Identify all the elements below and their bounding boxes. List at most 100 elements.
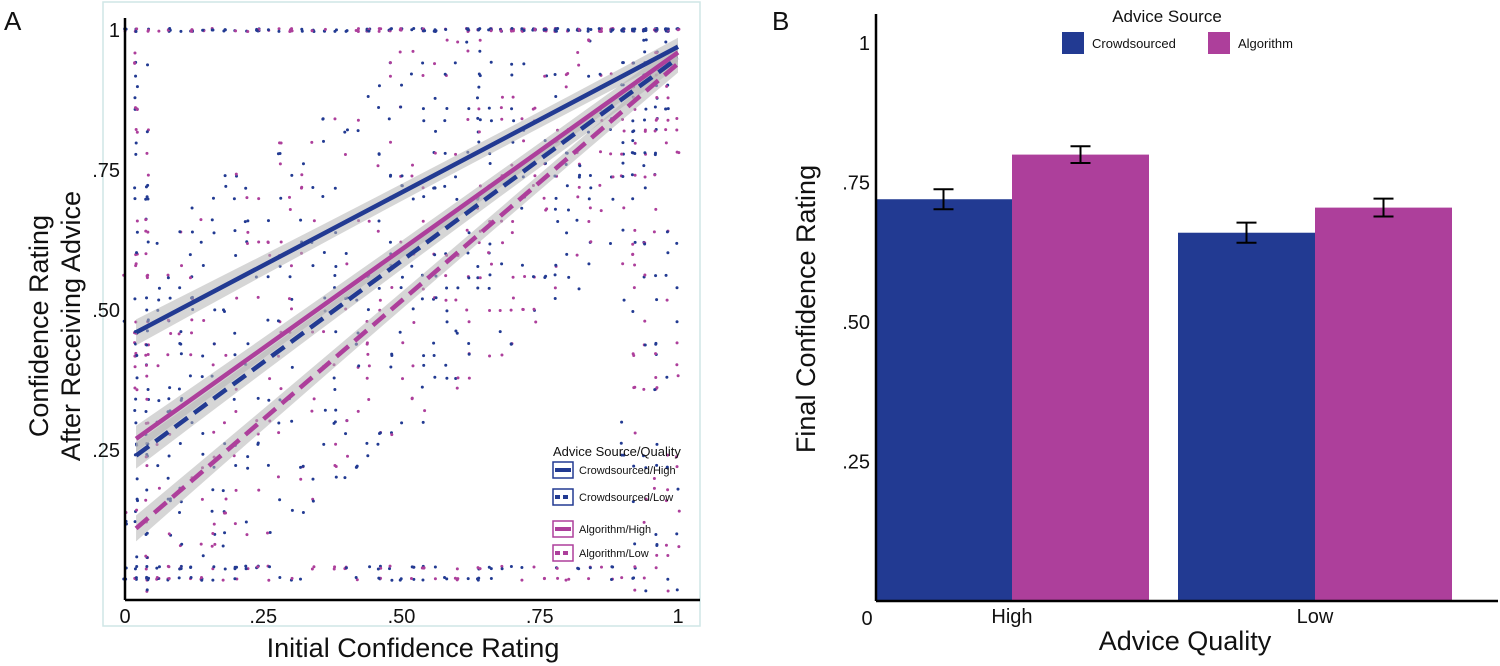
data-point [224, 511, 228, 515]
data-point [633, 385, 637, 389]
data-point [178, 511, 182, 515]
data-point [376, 567, 380, 571]
data-point [620, 420, 624, 424]
data-point [366, 352, 370, 356]
data-point [146, 352, 150, 356]
data-point [654, 274, 658, 278]
data-point [300, 173, 304, 177]
data-point [564, 73, 568, 77]
data-point [443, 184, 447, 188]
data-point [287, 195, 291, 199]
data-point [565, 231, 569, 235]
data-point [376, 229, 380, 233]
data-point [199, 575, 203, 579]
x-tick-label: .25 [249, 606, 277, 628]
data-point [356, 409, 360, 413]
data-point [157, 565, 161, 569]
data-point [409, 576, 413, 580]
data-point [312, 219, 316, 223]
data-point [233, 522, 237, 526]
x-tick-labels: High Low [991, 606, 1333, 628]
data-point [178, 230, 182, 234]
data-point [642, 576, 646, 580]
data-point [224, 497, 228, 501]
data-point [411, 197, 415, 201]
data-point [400, 275, 404, 279]
data-point [266, 219, 270, 223]
data-point [444, 363, 448, 367]
data-point [135, 85, 139, 89]
data-point [522, 139, 526, 143]
data-point [454, 175, 458, 179]
data-point [675, 363, 679, 367]
data-point [633, 152, 637, 156]
data-point [489, 60, 493, 64]
panel-b-letter: B [772, 6, 789, 36]
data-point [520, 206, 524, 210]
data-point [290, 297, 294, 301]
data-point [554, 263, 558, 267]
data-point [146, 388, 150, 392]
data-point [200, 497, 204, 501]
data-point [157, 486, 161, 490]
data-point [311, 186, 315, 190]
y-axis-title: Final Confidence Rating [791, 165, 821, 453]
data-point [279, 240, 283, 244]
data-point [632, 464, 636, 468]
data-point [520, 565, 524, 569]
data-point [311, 264, 315, 268]
data-point [166, 276, 170, 280]
data-point [144, 218, 148, 222]
data-point [276, 152, 280, 156]
data-point [133, 51, 137, 55]
data-point [223, 28, 227, 32]
data-point [234, 463, 238, 467]
data-point [467, 341, 471, 345]
data-point [653, 129, 657, 133]
data-point [145, 531, 149, 535]
data-point [675, 128, 679, 132]
data-point [622, 129, 626, 133]
data-point [622, 206, 626, 210]
data-point [487, 28, 491, 32]
data-point [455, 331, 459, 335]
data-point [653, 388, 657, 392]
data-point [666, 554, 670, 558]
data-point [377, 29, 381, 33]
data-point [423, 409, 427, 413]
data-point [654, 566, 658, 570]
data-point [655, 463, 659, 467]
data-point [290, 365, 294, 369]
data-point [145, 488, 149, 492]
data-point [666, 453, 670, 457]
data-point [632, 354, 636, 358]
data-point [377, 152, 381, 156]
data-point [455, 567, 459, 571]
y-tick-label: .75 [92, 160, 120, 182]
data-point [334, 408, 338, 412]
data-point [376, 442, 380, 446]
data-point [167, 454, 171, 458]
data-point [135, 376, 139, 380]
data-point [664, 273, 668, 277]
data-point [256, 565, 260, 569]
data-point [278, 498, 282, 502]
data-point [300, 185, 304, 189]
data-point [421, 578, 425, 582]
y-tick-label: 1 [109, 20, 120, 42]
data-point [167, 565, 171, 569]
data-point [642, 38, 646, 42]
data-point [456, 376, 460, 380]
data-point [553, 73, 557, 77]
data-point [597, 29, 601, 33]
data-point [433, 96, 437, 100]
data-point [144, 363, 148, 367]
data-point [213, 308, 217, 312]
data-point [433, 577, 437, 581]
data-point [487, 286, 491, 290]
data-point [322, 330, 326, 334]
data-point [652, 476, 656, 480]
data-point [246, 466, 250, 470]
data-point [412, 565, 416, 569]
data-point [377, 286, 381, 290]
